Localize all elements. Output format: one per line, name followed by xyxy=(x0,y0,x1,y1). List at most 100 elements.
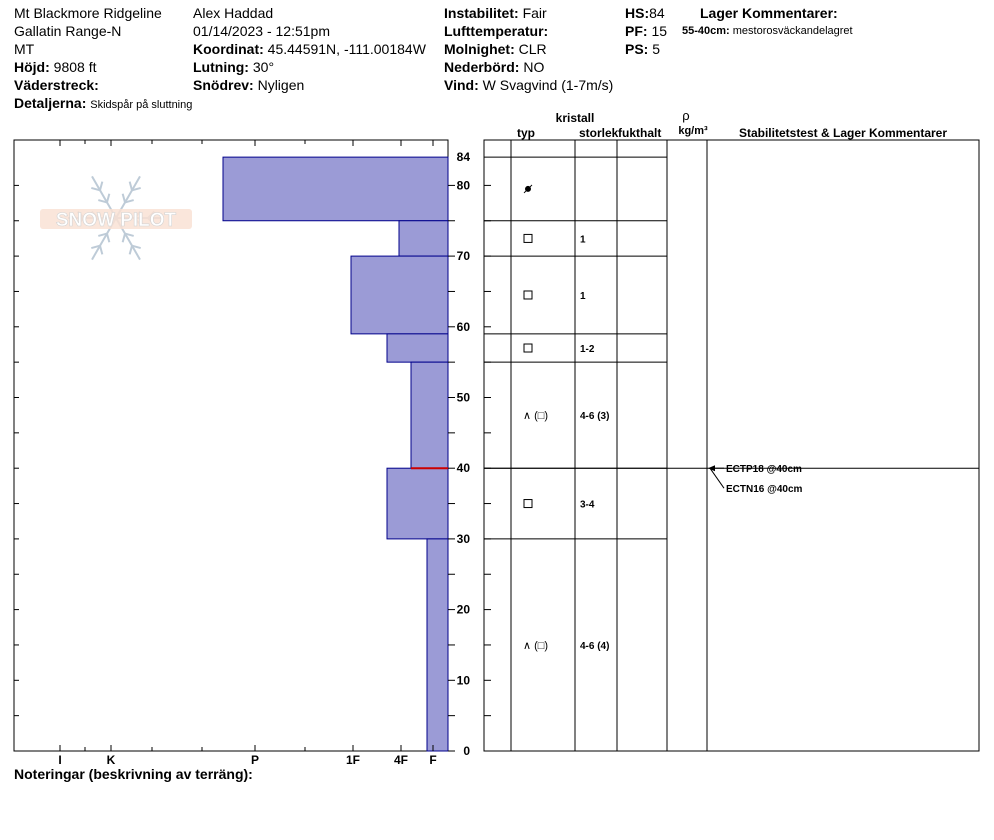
pf: PF: 15 xyxy=(625,22,667,40)
stability-tests: ECTP18 @40cm ECTN16 @40cm xyxy=(708,464,803,495)
details-value: Skidspår på sluttning xyxy=(90,99,193,111)
drift-label: Snödrev: xyxy=(193,77,254,93)
hardness-axis: I K P 1F 4F F xyxy=(58,140,437,767)
hardness-layer-bar xyxy=(386,467,449,540)
crystal-size: 1-2 xyxy=(580,344,595,355)
snowflake-branch xyxy=(99,245,104,255)
logo-text: SNOW PILOT xyxy=(56,210,177,231)
faceted-crystal-icon xyxy=(523,290,533,300)
air-temperature: Lufttemperatur: xyxy=(444,22,548,40)
drift: Snödrev: Nyligen xyxy=(193,76,304,94)
snowflake-arm xyxy=(91,175,117,219)
mixed-crystal-symbol: ∧ (□) xyxy=(523,410,548,422)
header-size: storlek xyxy=(579,126,619,140)
datetime: 01/14/2023 - 12:51pm xyxy=(193,23,330,39)
snowflake-branch xyxy=(121,193,126,203)
layer-comments-title: Lager Kommentarer: xyxy=(700,4,838,22)
slope-label: Lutning: xyxy=(193,59,249,75)
hardness-layers xyxy=(222,156,449,752)
hardness-layer-bar xyxy=(350,255,449,335)
slope: Lutning: 30° xyxy=(193,58,274,76)
depth-tick-label: 50 xyxy=(457,391,471,405)
test-pointer-line xyxy=(709,467,725,489)
snowflake-arm xyxy=(115,175,141,219)
layer-comments-title-text: Lager Kommentarer: xyxy=(700,5,838,21)
depth-axis: 0 10 20 30 40 50 60 70 80 84 xyxy=(14,150,491,758)
notes-label: Noteringar (beskrivning av terräng): xyxy=(14,766,253,782)
hs-label: HS: xyxy=(625,5,650,21)
hardness-tick-label: 1F xyxy=(346,753,360,767)
snowflake-branch xyxy=(128,245,133,255)
precip-particle-stroke xyxy=(523,184,533,194)
snowflake-branch xyxy=(147,210,156,219)
hardness-tick-label: I xyxy=(58,753,61,767)
snowflake-branch xyxy=(90,210,99,219)
header-crystal: kristall xyxy=(556,111,595,125)
snowflake-branch xyxy=(131,186,141,192)
ps-value: 5 xyxy=(652,41,661,57)
depth-tick-label: 40 xyxy=(457,461,471,475)
depth-tick-label: 70 xyxy=(457,249,471,263)
slope-value: 30° xyxy=(252,59,275,75)
header-rho: ρ xyxy=(682,108,689,123)
hardness-layer-bar xyxy=(222,156,449,222)
aspect: Väderstreck: xyxy=(14,76,99,94)
observer: Alex Haddad xyxy=(193,5,274,21)
snowflake-branch xyxy=(90,217,99,226)
snowflake-branch xyxy=(121,233,126,243)
ps-label: PS: xyxy=(625,41,649,57)
crystal-size: 4-6 (3) xyxy=(580,411,609,422)
stability-test-label: ECTP18 @40cm xyxy=(726,464,802,475)
layer-table-frame xyxy=(483,139,980,752)
depth-tick-label: 60 xyxy=(457,320,471,334)
snowflake-branch xyxy=(133,217,142,226)
precipitation: Nederbörd: NO xyxy=(444,58,544,76)
crystal-size: 1 xyxy=(580,291,586,302)
cloud-label: Molnighet: xyxy=(444,41,515,57)
pf-value: 15 xyxy=(651,23,668,39)
wind-value: W Svagvind (1-7m/s) xyxy=(482,77,614,93)
snowflake-arm xyxy=(91,217,117,261)
snowflake-branch xyxy=(91,186,101,192)
snowflake-branch xyxy=(91,244,101,250)
snowflake-branch xyxy=(131,244,141,250)
table-rows: 1 1 1-2 ∧ (□) 4-6 (3) 3-4 ∧ (□) 4-6 (4) xyxy=(484,156,979,652)
header-type: typ xyxy=(517,126,535,140)
wind-label: Vind: xyxy=(444,77,479,93)
instability-label: Instabilitet: xyxy=(444,5,519,21)
snowpilot-logo: SNOW PILOT xyxy=(40,175,192,261)
elevation-value: 9808 ft xyxy=(53,59,97,75)
ps: PS: 5 xyxy=(625,40,660,58)
snowflake-branch xyxy=(76,210,85,219)
hs-value: 84 xyxy=(649,5,665,21)
aspect-label: Väderstreck: xyxy=(14,77,99,93)
layer-comment-depth: 55-40cm: xyxy=(682,25,730,37)
hardness-layer-bar xyxy=(426,538,449,752)
elevation: Höjd: 9808 ft xyxy=(14,58,96,76)
crystal-size: 4-6 (4) xyxy=(580,641,609,652)
hardness-tick-label: F xyxy=(429,753,436,767)
instability: Instabilitet: Fair xyxy=(444,4,547,22)
airtemp-label: Lufttemperatur: xyxy=(444,23,549,39)
depth-tick-label: 20 xyxy=(457,603,471,617)
snowflake-branch xyxy=(98,232,108,237)
hardness-tick-label: K xyxy=(107,753,116,767)
coord-label: Koordinat: xyxy=(193,41,264,57)
hardness-layer-bar xyxy=(386,333,449,363)
header-density-unit: kg/m³ xyxy=(678,125,708,137)
hs: HS:84 xyxy=(625,4,665,22)
elevation-label: Höjd: xyxy=(14,59,50,75)
snowflake-branch xyxy=(106,193,111,203)
snowflake-branch xyxy=(128,181,133,191)
hardness-tick-label: P xyxy=(251,753,259,767)
snowflake-branch xyxy=(76,217,85,226)
faceted-crystal-icon xyxy=(523,233,533,243)
depth-tick-label: 80 xyxy=(457,178,471,192)
header-moisture: fukthalt xyxy=(618,126,661,140)
cloud-value: CLR xyxy=(518,41,547,57)
depth-tick-label: 84 xyxy=(457,150,471,164)
snowflake-branch xyxy=(147,217,156,226)
snowflake-branch xyxy=(99,181,104,191)
drift-value: Nyligen xyxy=(257,77,305,93)
